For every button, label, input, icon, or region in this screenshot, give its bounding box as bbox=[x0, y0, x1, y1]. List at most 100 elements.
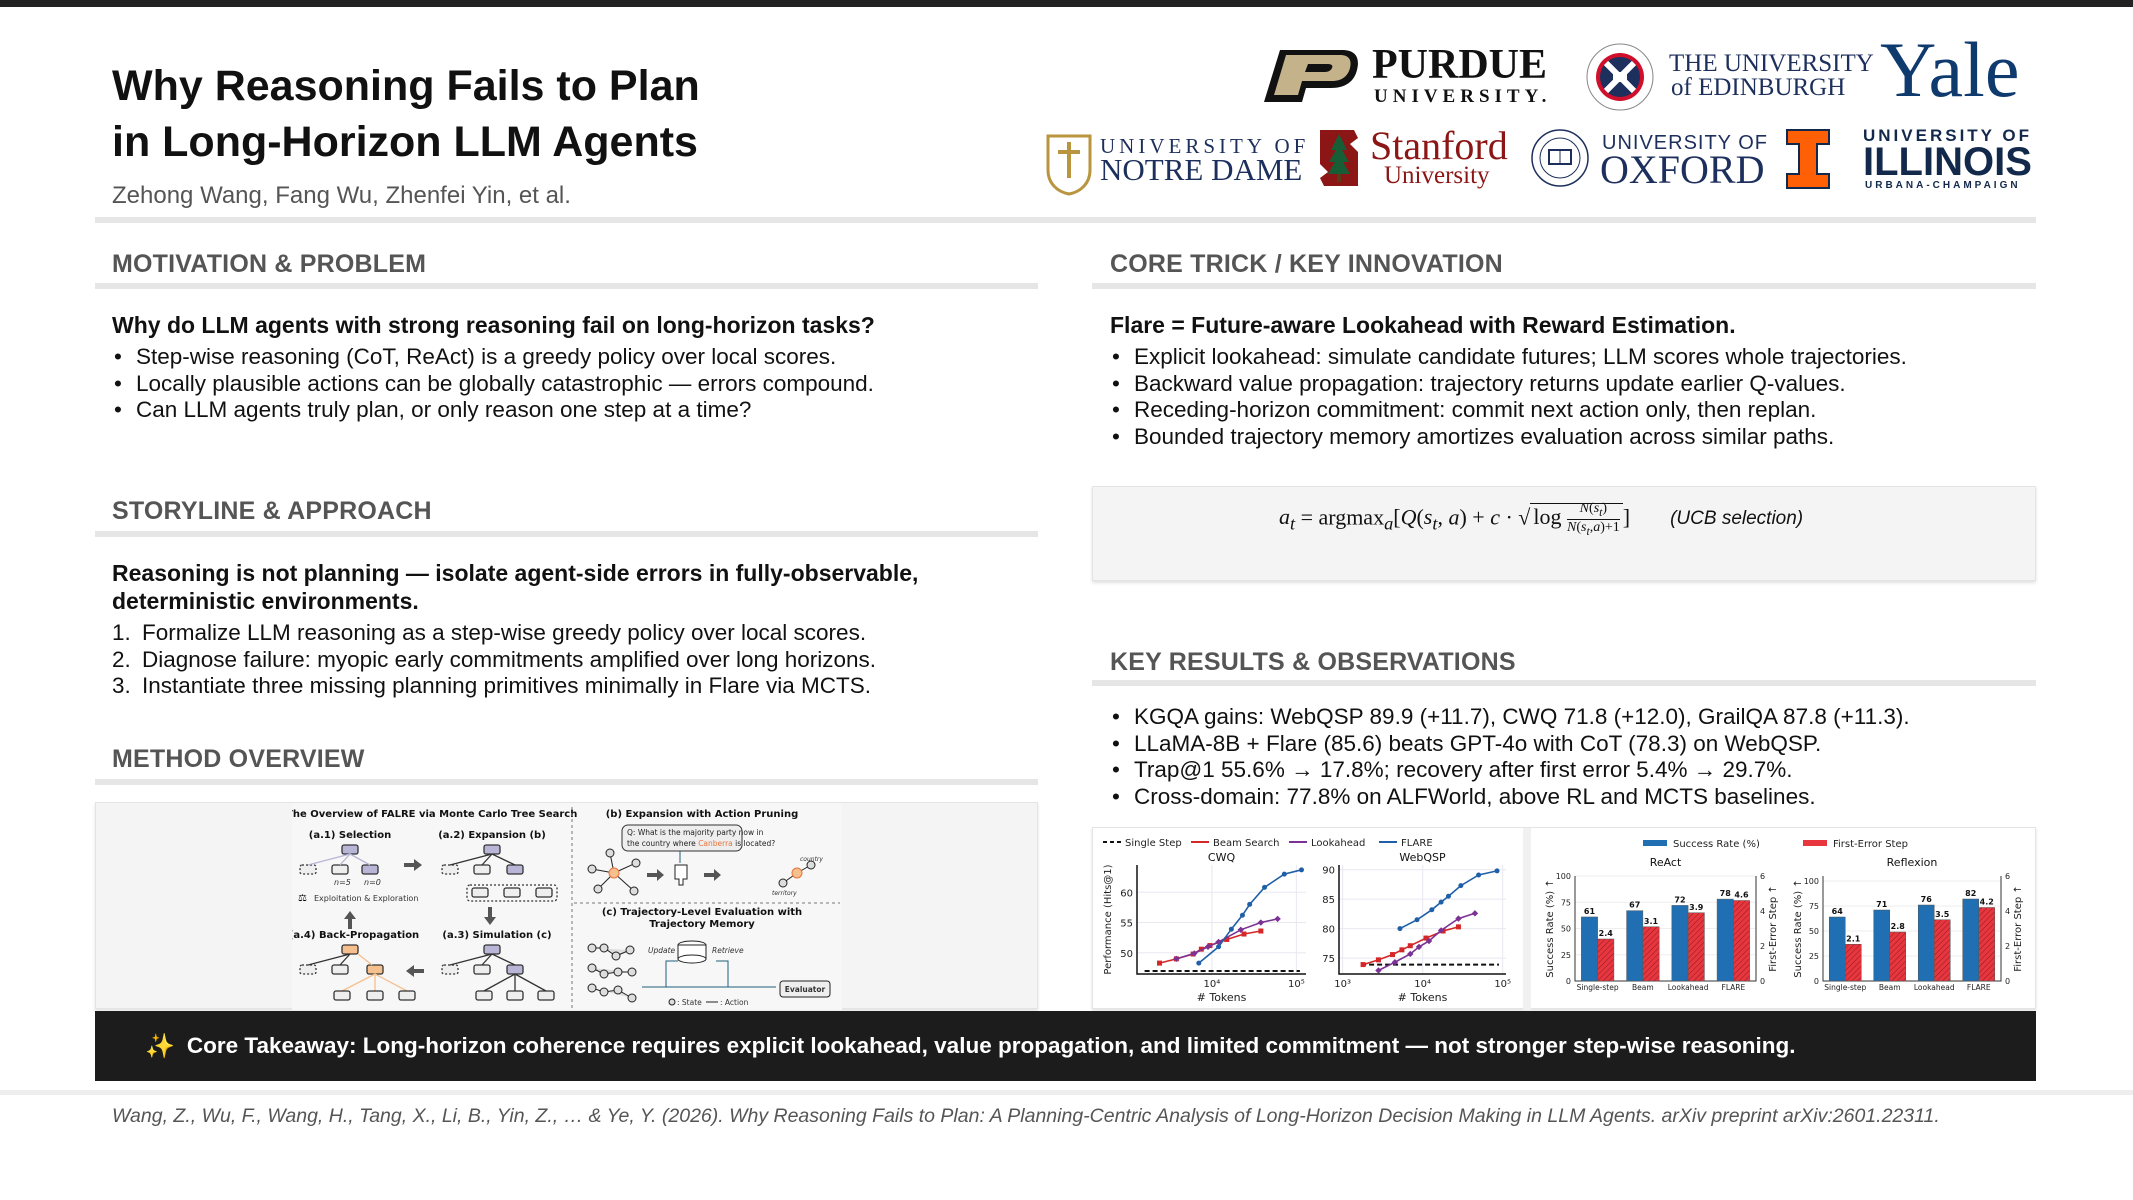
fig-question-line-2: the country where Canberra is located? bbox=[627, 839, 775, 848]
x-tick-label: FLARE bbox=[1967, 983, 1991, 992]
y-tick-label: 50 bbox=[1120, 949, 1133, 960]
illinois-block-i-icon bbox=[1786, 129, 1830, 189]
method-figure-panel: (a) The Overview of FALRE via Monte Carl… bbox=[95, 802, 1038, 1010]
method-overview-figure: (a) The Overview of FALRE via Monte Carl… bbox=[292, 803, 842, 1010]
chart-divider bbox=[1523, 828, 1531, 1010]
y-tick-label: 25 bbox=[1561, 951, 1571, 960]
y-tick-label: 80 bbox=[1322, 925, 1335, 936]
section-rule bbox=[95, 531, 1038, 537]
data-point bbox=[1476, 872, 1482, 878]
x-tick-label: 10⁴ bbox=[1204, 979, 1221, 990]
oxford-crest-icon bbox=[1531, 129, 1589, 187]
y2-tick-label: 4 bbox=[1760, 907, 1765, 916]
y-tick-label: 0 bbox=[1814, 977, 1819, 986]
data-point bbox=[1258, 928, 1264, 934]
x-axis-label: # Tokens bbox=[1197, 991, 1247, 1004]
legend-label: First-Error Step bbox=[1833, 839, 1908, 850]
x-tick-label: Lookahead bbox=[1914, 983, 1955, 992]
motivation-bullets: Step-wise reasoning (CoT, ReAct) is a gr… bbox=[112, 344, 874, 424]
y2-tick-label: 4 bbox=[2005, 907, 2010, 916]
fig-n5-label: n=5 bbox=[334, 878, 351, 887]
bar-success-rate bbox=[1671, 905, 1689, 982]
bar-charts: Success Rate (%) First-Error Step 0 25 50 75 1… bbox=[1545, 839, 2024, 992]
list-item: LLaMA-8B + Flare (85.6) beats GPT-4o wit… bbox=[1110, 731, 1910, 758]
line-charts: Single Step Beam Search Lookahead FLARE 50 55… bbox=[1103, 838, 1511, 1004]
section-rule bbox=[1092, 283, 2036, 289]
data-point bbox=[1247, 901, 1253, 907]
x-tick-label: Beam bbox=[1879, 983, 1901, 992]
bar-first-error-step bbox=[1934, 919, 1951, 982]
data-label: 2.8 bbox=[1891, 922, 1906, 931]
data-point bbox=[1438, 899, 1444, 905]
bar-first-error-step bbox=[1733, 900, 1750, 982]
bar-success-rate bbox=[1581, 916, 1598, 982]
legend-swatch bbox=[1643, 840, 1667, 846]
y-tick-label: 90 bbox=[1322, 866, 1335, 877]
data-point bbox=[1156, 960, 1162, 966]
data-point bbox=[1429, 907, 1435, 913]
y2-axis-label: First-Error Step ↑ bbox=[1768, 885, 1779, 972]
y-axis-label: Success Rate (%) ↑ bbox=[1793, 879, 1804, 977]
y-tick-label: 50 bbox=[1809, 927, 1819, 936]
data-label: 64 bbox=[1832, 907, 1844, 916]
fig-edge-territory: territory bbox=[772, 890, 797, 897]
y-axis-label: Success Rate (%) ↑ bbox=[1545, 879, 1556, 977]
legend-label: Success Rate (%) bbox=[1673, 839, 1760, 850]
data-label: 71 bbox=[1876, 900, 1888, 909]
data-point bbox=[1471, 910, 1479, 917]
data-label: 3.1 bbox=[1644, 917, 1659, 926]
legend-label: FLARE bbox=[1401, 838, 1433, 849]
data-point bbox=[1414, 917, 1420, 923]
data-point bbox=[1455, 915, 1462, 922]
purdue-p-icon bbox=[1264, 50, 1358, 102]
y-axis-label: Performance (Hits@1) bbox=[1103, 864, 1114, 974]
chart-title: WebQSP bbox=[1399, 851, 1446, 864]
arrow-left-icon bbox=[406, 965, 424, 977]
legend-label: Beam Search bbox=[1213, 838, 1279, 849]
chart-title: ReAct bbox=[1650, 856, 1682, 869]
y-tick-label: 60 bbox=[1120, 888, 1133, 899]
core-bullets: Explicit lookahead: simulate candidate f… bbox=[1110, 344, 1907, 450]
x-tick-label: FLARE bbox=[1722, 983, 1746, 992]
data-point bbox=[1257, 919, 1265, 926]
axes bbox=[1574, 876, 1757, 982]
stanford-tree-icon bbox=[1320, 130, 1358, 186]
data-point bbox=[1228, 926, 1234, 932]
y-tick-label: 75 bbox=[1322, 954, 1335, 965]
x-tick-label: 10⁴ bbox=[1414, 979, 1431, 990]
data-point bbox=[1397, 926, 1403, 932]
results-bullets: KGQA gains: WebQSP 89.9 (+11.7), CWQ 71.… bbox=[1110, 704, 1910, 810]
y-tick-label: 50 bbox=[1561, 925, 1571, 934]
core-takeaway-banner: ✨ Core Takeaway: Long-horizon coherence … bbox=[95, 1011, 2036, 1081]
data-point bbox=[1239, 912, 1245, 918]
fig-n0-label: n=0 bbox=[364, 878, 381, 887]
axes bbox=[1136, 865, 1306, 975]
y2-tick-label: 0 bbox=[2005, 977, 2010, 986]
y-tick-label: 25 bbox=[1809, 952, 1819, 961]
list-item: Cross-domain: 77.8% on ALFWorld, above R… bbox=[1110, 784, 1910, 811]
ucb-formula: at = argmaxa[Q(st, a) + c · √ log N(st) N(… bbox=[1279, 501, 1803, 538]
bar-first-error-step bbox=[1978, 907, 1996, 982]
list-item: Trap@1 55.6% → 17.8%; recovery after fir… bbox=[1110, 757, 1910, 784]
series-line bbox=[1198, 869, 1302, 964]
fig-update-label: Update bbox=[648, 946, 676, 955]
fig-a3-label: (a.3) Simulation (c) bbox=[442, 930, 551, 941]
results-charts-panel: Single Step Beam Search Lookahead FLARE 50 55… bbox=[1092, 827, 2036, 1010]
bar-first-error-step bbox=[1889, 931, 1907, 982]
y-tick-label: 55 bbox=[1120, 919, 1133, 930]
data-point bbox=[1455, 924, 1461, 930]
list-item: Backward value propagation: trajectory r… bbox=[1110, 371, 1907, 398]
y-tick-label: 75 bbox=[1809, 902, 1819, 911]
x-tick-label: Beam bbox=[1632, 983, 1654, 992]
arrow-up-icon bbox=[344, 911, 356, 929]
data-label: 72 bbox=[1674, 895, 1685, 904]
section-header-results: KEY RESULTS & OBSERVATIONS bbox=[1110, 648, 1516, 676]
storyline-lead: Reasoning is not planning — isolate agen… bbox=[112, 560, 919, 614]
y-tick-label: 100 bbox=[1556, 872, 1571, 881]
y2-tick-label: 6 bbox=[1760, 872, 1765, 881]
fig-explore-label: Exploitation & Exploration bbox=[314, 894, 418, 903]
bar-first-error-step bbox=[1845, 944, 1862, 982]
arrow-right-icon bbox=[404, 859, 422, 871]
data-label: 2.1 bbox=[1846, 934, 1861, 943]
list-item: Explicit lookahead: simulate candidate f… bbox=[1110, 344, 1907, 371]
